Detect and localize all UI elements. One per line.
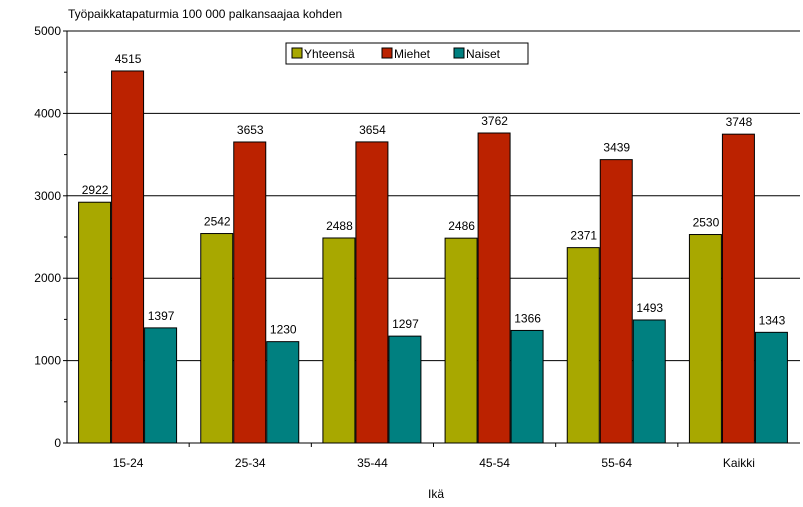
x-tick-label: Kaikki: [723, 456, 755, 470]
data-label: 2488: [326, 219, 353, 233]
x-tick-label: 55-64: [601, 456, 632, 470]
data-labels: 2922 4515 1397 2542 3653 1230 2488 3654 1297 2486…: [82, 52, 786, 337]
y-tick-label: 1000: [34, 354, 61, 368]
y-tick-label: 2000: [34, 271, 61, 285]
data-label: 1297: [392, 317, 419, 331]
bar-naiset-55-64: [632, 319, 666, 444]
x-tick-label: 15-24: [113, 456, 144, 470]
legend-swatch: [291, 47, 303, 59]
bar-miehet-45-54: [477, 132, 511, 444]
bar-naiset-45-54: [510, 329, 544, 444]
legend-swatch: [453, 47, 465, 59]
legend-box: [285, 42, 529, 65]
legend-label: Miehet: [394, 47, 431, 61]
data-label: 4515: [115, 52, 142, 66]
x-tick-label: 45-54: [479, 456, 510, 470]
data-label: 1230: [270, 323, 297, 337]
data-label: 2486: [448, 219, 475, 233]
legend: Yhteensä Miehet Naiset: [285, 42, 529, 65]
bar-yhteens--55-64: [566, 247, 600, 444]
bar-yhteens--15-24: [78, 201, 112, 444]
data-label: 2371: [570, 229, 597, 243]
bar-miehet-25-34: [233, 141, 267, 444]
data-label: 1397: [148, 309, 175, 323]
bar-miehet-15-24: [111, 70, 145, 444]
bar-yhteens--kaikki: [688, 234, 722, 444]
bars: [78, 70, 788, 444]
x-axis-title: Ikä: [428, 487, 444, 501]
y-tick-label: 5000: [34, 24, 61, 38]
y-tick-label: 0: [54, 436, 61, 450]
bar-yhteens--45-54: [444, 237, 478, 444]
y-tick-label: 3000: [34, 189, 61, 203]
data-label: 1366: [514, 311, 541, 325]
x-tick-label: 35-44: [357, 456, 388, 470]
legend-label: Naiset: [466, 47, 501, 61]
gridlines: [67, 30, 800, 362]
data-label: 2530: [693, 216, 720, 230]
axes: 0 1000 2000 3000 4000 5000 15-24 25-34 35-44 45-5…: [34, 24, 800, 470]
bar-yhteens--35-44: [322, 237, 356, 444]
y-tick-label: 4000: [34, 106, 61, 120]
data-label: 3748: [726, 115, 753, 129]
bar-naiset-15-24: [144, 327, 178, 444]
bar-miehet-55-64: [599, 159, 633, 444]
data-label: 3654: [359, 123, 386, 137]
bar-naiset-25-34: [266, 341, 300, 444]
bar-naiset-35-44: [388, 335, 422, 444]
x-tick-label: 25-34: [235, 456, 266, 470]
data-label: 1493: [636, 301, 663, 315]
data-label: 1343: [759, 313, 786, 327]
data-label: 3762: [481, 114, 508, 128]
bar-miehet-kaikki: [721, 133, 755, 444]
data-label: 3439: [603, 141, 630, 155]
bar-yhteens--25-34: [200, 233, 234, 444]
data-label: 2922: [82, 183, 109, 197]
chart-title: Työpaikkatapaturmia 100 000 palkansaajaa…: [68, 7, 342, 21]
legend-swatch: [381, 47, 393, 59]
bar-miehet-35-44: [355, 141, 389, 444]
data-label: 2542: [204, 215, 231, 229]
bar-naiset-kaikki: [754, 331, 788, 444]
legend-label: Yhteensä: [304, 47, 355, 61]
data-label: 3653: [237, 123, 264, 137]
